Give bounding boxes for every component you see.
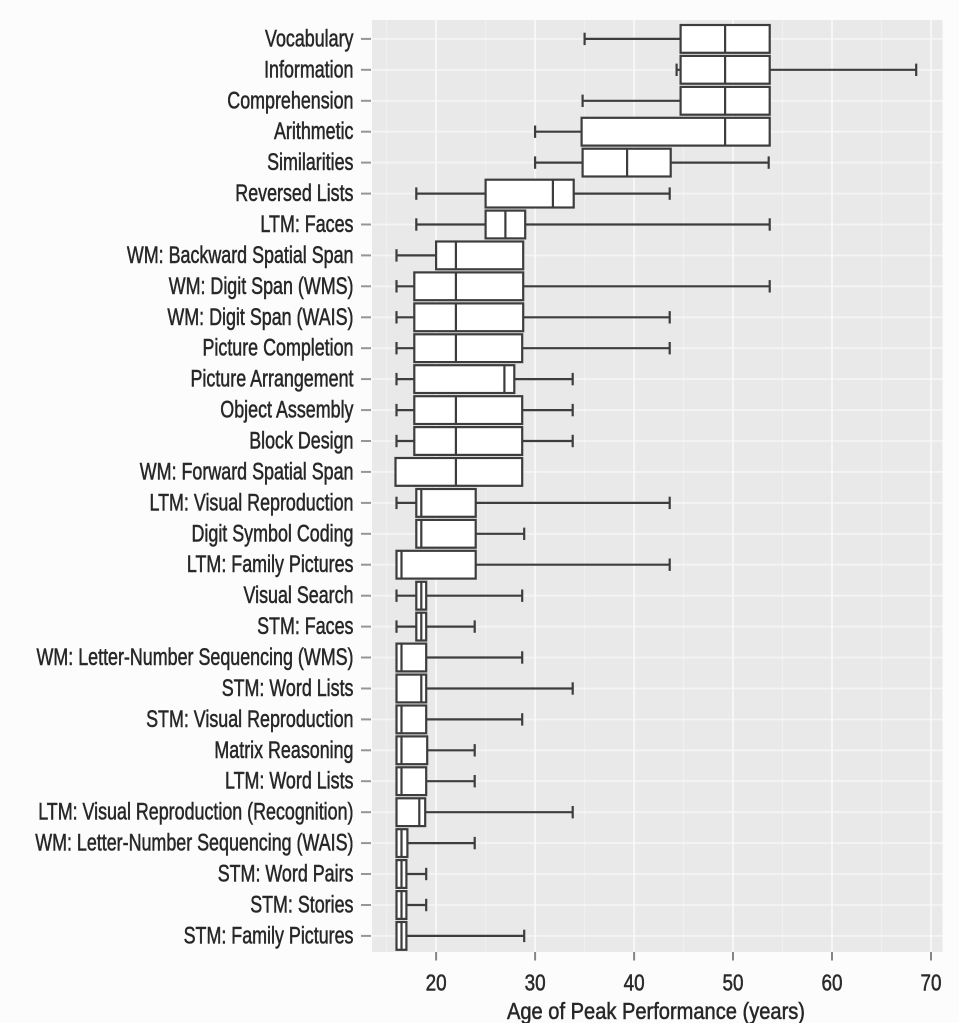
svg-text:WM: Forward Spatial Span: WM: Forward Spatial Span <box>140 458 354 485</box>
svg-text:30: 30 <box>525 970 546 996</box>
svg-text:Vocabulary: Vocabulary <box>265 25 354 52</box>
svg-text:STM: Word Pairs: STM: Word Pairs <box>218 861 354 888</box>
svg-text:WM: Letter-Number Sequencing (: WM: Letter-Number Sequencing (WMS) <box>37 644 354 671</box>
svg-text:LTM: Faces: LTM: Faces <box>260 211 353 238</box>
svg-text:40: 40 <box>624 970 645 996</box>
svg-text:Matrix Reasoning: Matrix Reasoning <box>214 737 353 764</box>
svg-text:Object Assembly: Object Assembly <box>220 397 353 424</box>
svg-text:Digit Symbol Coding: Digit Symbol Coding <box>192 520 354 547</box>
svg-text:WM: Digit Span (WAIS): WM: Digit Span (WAIS) <box>167 304 353 331</box>
svg-text:LTM: Family Pictures: LTM: Family Pictures <box>187 551 354 578</box>
svg-text:50: 50 <box>723 970 744 996</box>
svg-text:Picture Arrangement: Picture Arrangement <box>191 366 354 393</box>
svg-text:STM: Faces: STM: Faces <box>257 613 353 640</box>
svg-text:WM: Letter-Number Sequencing (: WM: Letter-Number Sequencing (WAIS) <box>35 830 353 857</box>
svg-text:Block Design: Block Design <box>249 428 353 455</box>
svg-text:LTM: Visual Reproduction (Reco: LTM: Visual Reproduction (Recognition) <box>38 799 353 826</box>
svg-text:WM: Backward Spatial Span: WM: Backward Spatial Span <box>127 242 354 269</box>
svg-text:Arithmetic: Arithmetic <box>274 118 354 145</box>
svg-text:60: 60 <box>822 970 843 996</box>
svg-text:Similarities: Similarities <box>267 149 353 176</box>
svg-text:Visual Search: Visual Search <box>244 582 354 609</box>
svg-text:WM: Digit Span (WMS): WM: Digit Span (WMS) <box>169 273 354 300</box>
svg-text:20: 20 <box>426 970 447 996</box>
svg-text:Information: Information <box>264 56 353 83</box>
svg-text:Age of Peak Performance (years: Age of Peak Performance (years) <box>507 998 805 1023</box>
svg-text:STM: Visual Reproduction: STM: Visual Reproduction <box>146 706 353 733</box>
svg-text:Comprehension: Comprehension <box>227 87 353 114</box>
svg-text:Reversed Lists: Reversed Lists <box>235 180 353 207</box>
svg-text:STM: Family Pictures: STM: Family Pictures <box>184 922 354 949</box>
svg-text:STM: Word Lists: STM: Word Lists <box>222 675 354 702</box>
svg-text:LTM: Visual Reproduction: LTM: Visual Reproduction <box>150 489 354 516</box>
svg-text:70: 70 <box>921 970 942 996</box>
svg-text:LTM: Word Lists: LTM: Word Lists <box>225 768 354 795</box>
svg-text:Picture Completion: Picture Completion <box>203 335 354 362</box>
svg-text:STM: Stories: STM: Stories <box>250 892 353 919</box>
